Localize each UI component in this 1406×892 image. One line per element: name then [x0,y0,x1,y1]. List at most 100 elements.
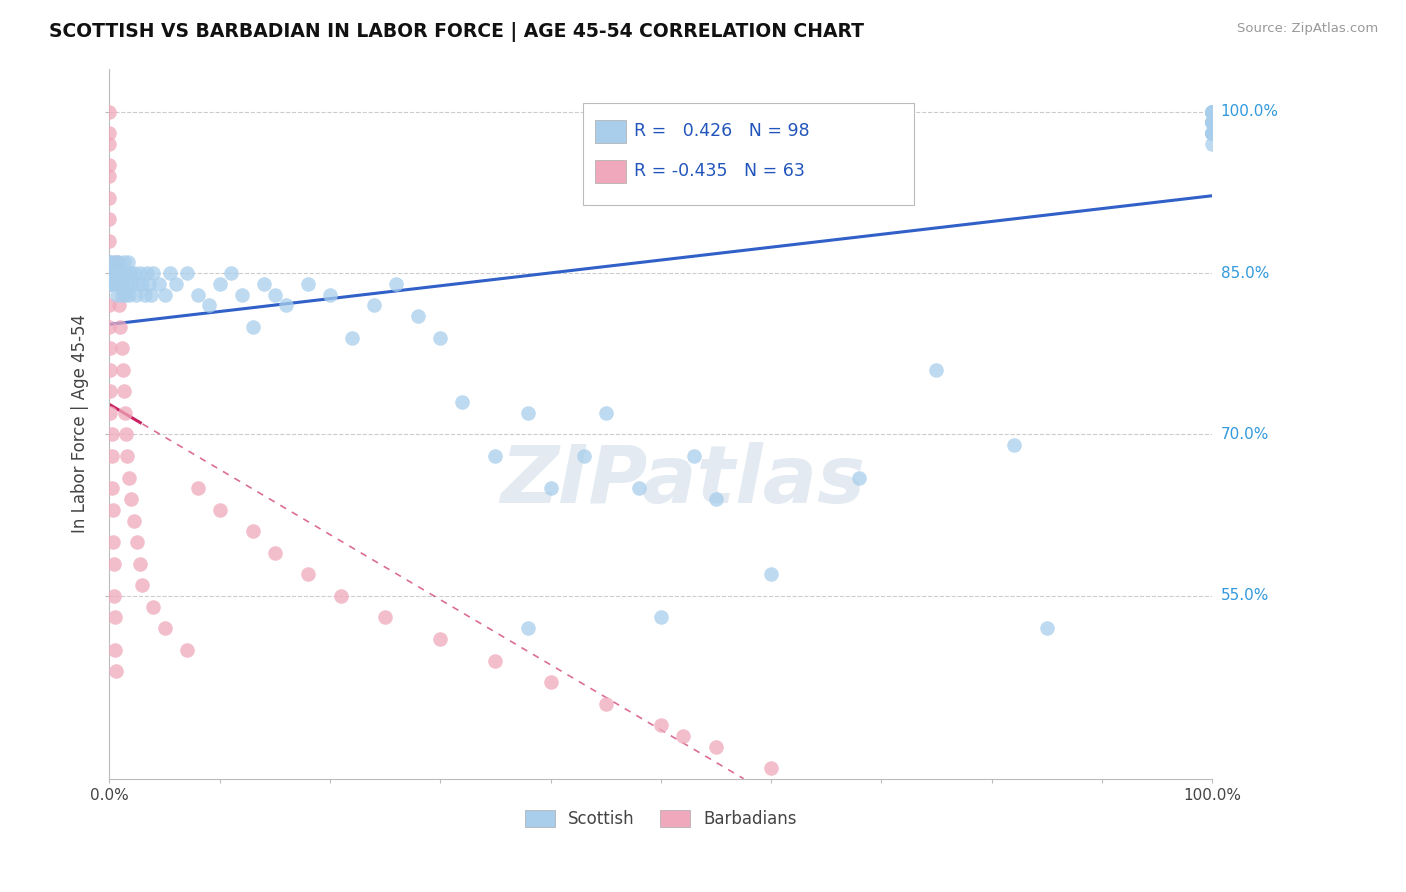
Point [672,729,695,743]
Text: R = -0.435   N = 63: R = -0.435 N = 63 [634,162,806,180]
Point [104,255,127,269]
Point [1201,115,1223,129]
Point [120,266,142,280]
Point [108,298,131,312]
Point [1201,115,1223,129]
Point [572,449,595,463]
Point [110,319,132,334]
Point [1201,126,1223,140]
Point [517,621,540,635]
Point [1201,104,1223,119]
Point [242,524,264,539]
Point [925,826,948,840]
Point [120,491,142,506]
Point [110,266,132,280]
Text: 85.0%: 85.0% [1220,266,1268,280]
Point [112,255,135,269]
Point [385,277,408,291]
Point [111,363,134,377]
Point [100,255,122,269]
Text: 55.0%: 55.0% [1220,589,1268,603]
Point [111,277,134,291]
Point [187,481,209,495]
Text: R =   0.426   N = 98: R = 0.426 N = 98 [634,122,810,140]
Point [231,287,253,301]
Point [117,255,139,269]
Point [118,287,141,301]
Point [100,384,122,399]
Point [122,266,145,280]
Point [330,589,353,603]
Point [153,621,176,635]
Point [129,557,152,571]
Point [704,739,727,754]
Point [1201,136,1223,151]
Point [1201,126,1223,140]
Point [105,255,128,269]
Point [100,266,122,280]
Point [815,782,838,797]
Point [1201,104,1223,119]
Point [110,342,132,356]
Point [98,277,121,291]
Point [101,266,124,280]
Point [100,481,122,495]
Point [120,277,142,291]
Point [142,599,165,614]
Point [1201,104,1223,119]
Text: Source: ZipAtlas.com: Source: ZipAtlas.com [1237,22,1378,36]
Point [1201,115,1223,129]
Point [263,546,285,560]
Point [98,255,121,269]
Point [925,363,948,377]
Point [107,255,129,269]
Point [848,470,870,484]
Point [1201,104,1223,119]
Point [650,610,672,624]
Point [131,277,153,291]
Point [253,277,276,291]
Point [103,557,125,571]
Point [98,319,121,334]
Point [98,255,121,269]
Text: 70.0%: 70.0% [1220,427,1268,442]
Point [683,449,706,463]
Point [148,277,170,291]
Legend: Scottish, Barbadians: Scottish, Barbadians [519,803,803,835]
Point [759,761,782,775]
Point [1201,115,1223,129]
Point [101,535,124,549]
Point [484,449,506,463]
Point [1002,438,1025,452]
Point [115,427,138,442]
Point [540,481,562,495]
Point [142,266,165,280]
Point [1201,115,1223,129]
Point [98,104,121,119]
Point [114,406,136,420]
Point [1201,126,1223,140]
Point [105,287,128,301]
Point [104,642,127,657]
Point [340,330,363,344]
Point [135,266,157,280]
Point [429,632,451,646]
Point [1201,104,1223,119]
Point [595,697,617,711]
Point [1201,104,1223,119]
Point [153,287,176,301]
Point [98,234,121,248]
Point [98,169,121,183]
Point [100,427,122,442]
Point [1201,115,1223,129]
Point [107,277,129,291]
Point [101,503,124,517]
Point [129,266,152,280]
Point [595,406,617,420]
Point [105,266,128,280]
Point [1201,126,1223,140]
Point [115,266,138,280]
Point [125,535,148,549]
Point [98,298,121,312]
Text: 100.0%: 100.0% [1220,104,1278,119]
